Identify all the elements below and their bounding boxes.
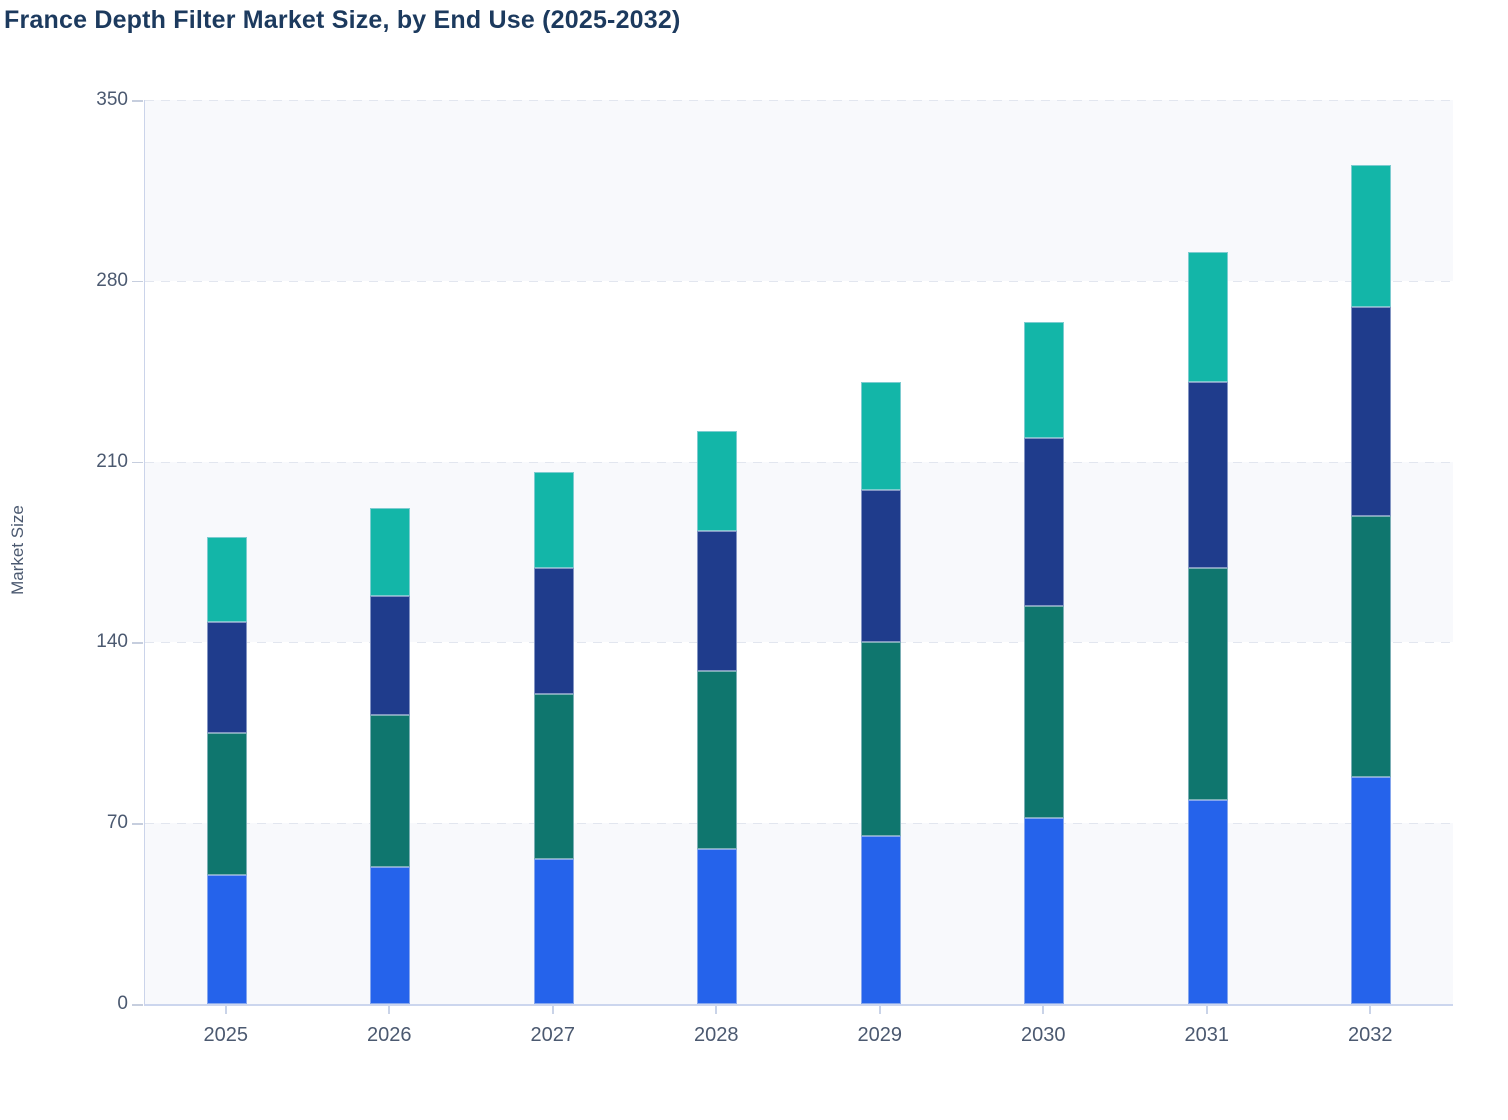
bar-segment-segment-2-dark-green-2025[interactable] [206,732,247,875]
bar-segment-segment-2-dark-green-2027[interactable] [533,694,574,860]
plot-band [145,100,1453,281]
bar-segment-segment-3-navy-2030[interactable] [1024,438,1065,607]
x-tick-label: 2031 [1184,1024,1230,1046]
plot-area [144,100,1453,1006]
plot-band [145,823,1453,1004]
bar-segment-segment-3-navy-2026[interactable] [370,595,411,715]
bar-segment-segment-3-navy-2031[interactable] [1187,381,1228,568]
bar-segment-segment-1-bottom-blue-2032[interactable] [1351,776,1392,1004]
x-tick-mark [1369,1006,1372,1014]
y-tick-mark [132,823,143,825]
y-tick-mark [132,100,143,102]
bar-segment-segment-2-dark-green-2032[interactable] [1351,515,1392,777]
bar-segment-segment-4-top-teal-2031[interactable] [1187,252,1228,382]
y-tick-label: 350 [96,89,128,110]
bar-segment-segment-2-dark-green-2026[interactable] [370,714,411,868]
y-tick-label: 0 [117,993,128,1014]
bar-segment-segment-1-bottom-blue-2026[interactable] [370,867,411,1004]
bar-segment-segment-2-dark-green-2031[interactable] [1187,567,1228,800]
x-tick-mark [551,1006,554,1014]
gridline [145,280,1453,282]
bar-segment-segment-4-top-teal-2029[interactable] [860,381,901,491]
bar-segment-segment-1-bottom-blue-2025[interactable] [206,874,247,1004]
bar-segment-segment-4-top-teal-2032[interactable] [1351,164,1392,307]
y-axis-title: Market Size [8,505,27,595]
y-tick-label: 70 [106,812,128,834]
bar-segment-segment-3-navy-2025[interactable] [206,621,247,733]
y-tick-label: 140 [96,631,128,653]
x-tick-label: 2026 [367,1024,412,1046]
bar-segment-segment-4-top-teal-2026[interactable] [370,508,411,596]
x-tick-mark [1205,1006,1208,1014]
x-tick-label: 2027 [530,1024,576,1046]
bar-segment-segment-3-navy-2027[interactable] [533,567,574,695]
x-tick-label: 2025 [203,1024,249,1046]
bar-segment-segment-3-navy-2028[interactable] [697,531,738,671]
y-tick-mark [132,1004,143,1006]
gridline [145,642,1453,644]
x-tick-label: 2032 [1348,1024,1393,1046]
chart-title: France Depth Filter Market Size, by End … [4,6,681,34]
bar-segment-segment-1-bottom-blue-2028[interactable] [697,849,738,1004]
bar-segment-segment-3-navy-2029[interactable] [860,490,901,643]
bar-segment-segment-1-bottom-blue-2030[interactable] [1024,818,1065,1004]
bar-segment-segment-2-dark-green-2028[interactable] [697,670,738,850]
bar-segment-segment-1-bottom-blue-2029[interactable] [860,836,901,1004]
bar-segment-segment-4-top-teal-2027[interactable] [533,471,574,568]
y-tick-mark [132,461,143,464]
bar-segment-segment-3-navy-2032[interactable] [1351,306,1392,516]
y-tick-label: 210 [96,450,128,472]
plot-band [145,461,1453,643]
bar-segment-segment-1-bottom-blue-2027[interactable] [533,859,574,1004]
bar-segment-segment-1-bottom-blue-2031[interactable] [1187,799,1228,1004]
gridline [145,461,1453,463]
y-tick-mark [132,642,143,644]
bar-segment-segment-4-top-teal-2025[interactable] [206,536,247,622]
bar-segment-segment-4-top-teal-2030[interactable] [1024,322,1065,439]
bar-segment-segment-2-dark-green-2030[interactable] [1024,606,1065,819]
x-tick-label: 2030 [1021,1024,1066,1046]
x-tick-mark [715,1006,718,1014]
x-tick-label: 2029 [857,1024,903,1046]
x-tick-mark [878,1006,881,1014]
x-tick-label: 2028 [694,1024,739,1046]
y-tick-label: 280 [96,269,128,291]
x-tick-mark [224,1006,227,1014]
x-tick-mark [388,1006,391,1014]
y-tick-mark [132,280,143,283]
bar-segment-segment-4-top-teal-2028[interactable] [697,430,738,532]
gridline [145,823,1453,825]
bar-segment-segment-2-dark-green-2029[interactable] [860,642,901,837]
x-tick-mark [1042,1006,1045,1014]
gridline [145,100,1453,101]
